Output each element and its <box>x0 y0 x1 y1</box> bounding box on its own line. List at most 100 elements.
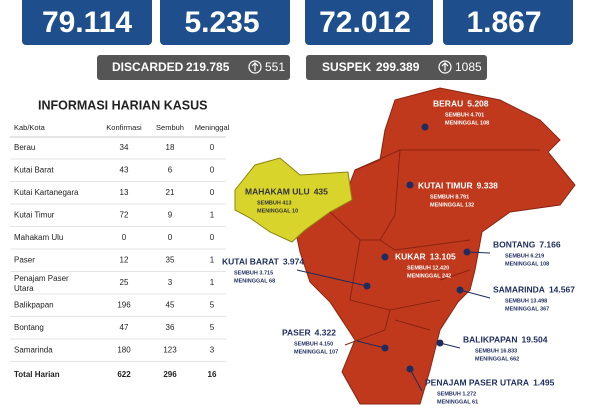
region-name: SAMARINDA <box>493 284 545 294</box>
region-border <box>329 149 540 346</box>
region-recovered: SEMBUH 1.272 <box>437 391 476 397</box>
region-deaths: MENINGGAL 242 <box>407 273 451 279</box>
region-name: PENAJAM PASER UTARA <box>425 377 529 387</box>
table-cell: Berau <box>14 143 35 152</box>
region-deaths: MENINGGAL 61 <box>437 399 478 405</box>
region-deaths: MENINGGAL 108 <box>505 261 549 267</box>
leader-line <box>356 340 386 349</box>
region-name: KUTAI BARAT <box>222 256 280 266</box>
map <box>234 87 576 405</box>
table-cell: 1 <box>210 278 215 287</box>
leader-line <box>466 251 491 254</box>
region-total: 5.208 <box>467 98 489 108</box>
table-cell: Mahakam Ulu <box>14 233 63 242</box>
table-cell: 180 <box>117 346 131 355</box>
suspek-increase: 1085 <box>455 60 482 74</box>
table-cell: 5 <box>210 323 215 332</box>
discarded-box <box>97 55 290 80</box>
table-total: 296 <box>163 370 177 379</box>
region-name: PASER <box>282 327 311 337</box>
stat-value: 72.012 <box>319 6 411 39</box>
region-dot <box>381 253 389 261</box>
region-total: 13.105 <box>430 251 456 261</box>
table-cell: 34 <box>120 143 129 152</box>
region-total: 19.504 <box>521 334 547 344</box>
table-total: Total Harian <box>14 370 60 379</box>
region-dot <box>456 286 464 294</box>
region-recovered: SEMBUH 8.791 <box>430 194 469 200</box>
table-header: Sembuh <box>156 123 184 132</box>
cell-line: Utara <box>14 284 34 293</box>
region-deaths: MENINGGAL 367 <box>505 306 549 312</box>
leader-line <box>459 289 491 299</box>
region-name: MAHAKAM ULU <box>245 186 310 196</box>
table-cell: 0 <box>168 233 173 242</box>
region-total: 9.338 <box>477 180 499 190</box>
cell-line: Penajam Paser <box>14 274 69 283</box>
region-deaths: MENINGGAL 68 <box>234 278 275 284</box>
table-total: 16 <box>208 370 217 379</box>
table-cell: 9 <box>168 211 173 220</box>
region-name: BONTANG <box>493 239 536 249</box>
region-recovered: SEMBUH 4.701 <box>445 112 484 118</box>
table-cell: Kutai Timur <box>14 211 55 220</box>
up-icon <box>248 60 262 74</box>
region-dot <box>406 365 414 373</box>
region-total: 1.495 <box>533 377 555 387</box>
table-cell: 12 <box>120 256 129 265</box>
region-name: KUTAI TIMUR <box>418 180 473 190</box>
region-recovered: SEMBUH 3.715 <box>234 270 273 276</box>
stat-value: 5.235 <box>184 6 259 39</box>
table-cell: 43 <box>120 166 129 175</box>
table-cell: 3 <box>210 346 215 355</box>
table-cell: Balikpapan <box>14 301 54 310</box>
region-name: KUKAR <box>395 251 426 261</box>
stat-box <box>160 0 290 45</box>
table-header: Meninggal <box>195 123 230 132</box>
region-recovered: SEMBUH 6.219 <box>505 253 544 259</box>
table-cell: 13 <box>120 188 129 197</box>
table-cell: 196 <box>117 301 131 310</box>
suspek-label: SUSPEK <box>322 60 372 74</box>
region-total: 14.567 <box>549 284 575 294</box>
region-deaths: MENINGGAL 10 <box>257 208 298 214</box>
table-cell: 72 <box>120 211 129 220</box>
discarded-value: 219.785 <box>186 60 230 74</box>
stat-box <box>443 0 573 45</box>
table-cell: Kutai Kartanegara <box>14 188 79 197</box>
region-recovered: SEMBUH 12.420 <box>407 265 449 271</box>
table-cell: 36 <box>166 323 175 332</box>
region-total: 435 <box>314 186 328 196</box>
region-total: 4.322 <box>315 327 337 337</box>
region-deaths: MENINGGAL 107 <box>294 349 338 355</box>
table-cell: 0 <box>122 233 127 242</box>
table-cell: 3 <box>168 278 173 287</box>
region-name: BERAU <box>433 98 463 108</box>
table-cell: 0 <box>210 166 215 175</box>
table-cell: Paser <box>14 256 35 265</box>
leader-line <box>409 368 423 392</box>
region-dot <box>381 344 389 352</box>
table-cell: 18 <box>166 143 175 152</box>
stat-value: 1.867 <box>466 6 541 39</box>
table-title: INFORMASI HARIAN KASUS <box>38 98 207 112</box>
region-recovered: SEMBUH 413 <box>257 200 292 206</box>
table-cell: 0 <box>210 143 215 152</box>
region-dot <box>363 282 371 290</box>
region-dot <box>421 123 429 131</box>
region-dot <box>463 248 471 256</box>
region-deaths: MENINGGAL 132 <box>430 202 474 208</box>
table-cell: Penajam Paser Utara <box>14 274 69 293</box>
table-header: Kab/Kota <box>14 123 46 132</box>
table-cell: 123 <box>163 346 177 355</box>
region-recovered: SEMBUH 16.833 <box>475 348 517 354</box>
table-cell: 35 <box>166 256 175 265</box>
table-cell: 6 <box>168 166 173 175</box>
table-cell: 0 <box>210 233 215 242</box>
region-total: 3.974 <box>283 256 305 266</box>
table-cell: 47 <box>120 323 129 332</box>
up-arrow <box>441 62 449 71</box>
table-cell: 45 <box>166 301 175 310</box>
table-header: Konfirmasi <box>106 123 142 132</box>
